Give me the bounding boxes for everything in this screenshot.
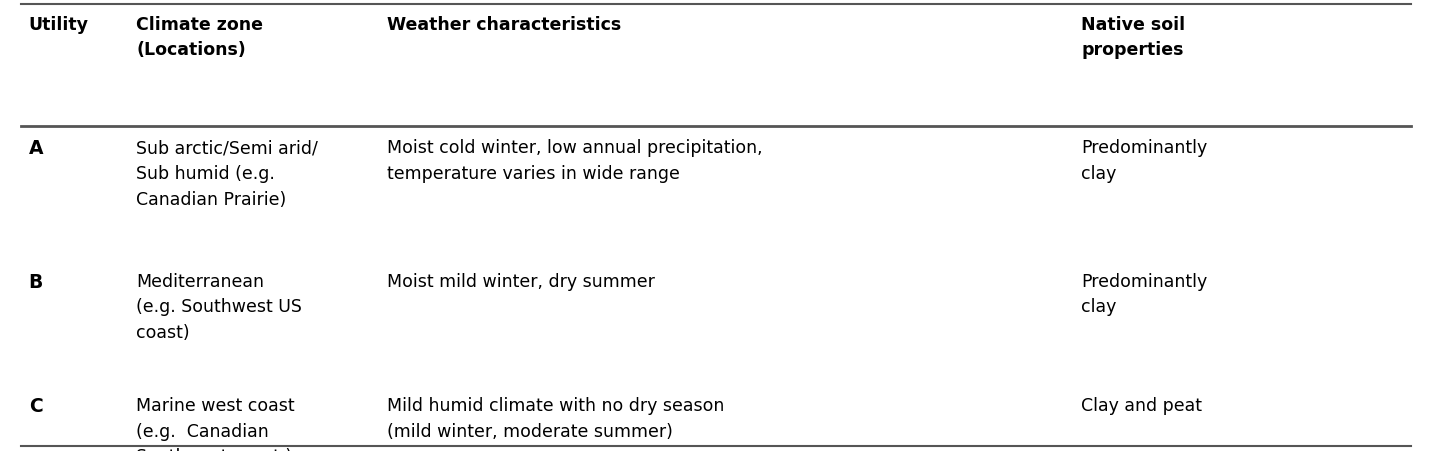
Text: Utility: Utility (29, 16, 89, 34)
Text: Mediterranean
(e.g. Southwest US
coast): Mediterranean (e.g. Southwest US coast) (136, 272, 302, 341)
Text: Mild humid climate with no dry season
(mild winter, moderate summer): Mild humid climate with no dry season (m… (387, 396, 725, 440)
Text: Moist mild winter, dry summer: Moist mild winter, dry summer (387, 272, 654, 290)
Text: A: A (29, 139, 43, 158)
Text: Native soil
properties: Native soil properties (1081, 16, 1186, 59)
Text: Sub arctic/Semi arid/
Sub humid (e.g.
Canadian Prairie): Sub arctic/Semi arid/ Sub humid (e.g. Ca… (136, 139, 318, 208)
Text: Climate zone
(Locations): Climate zone (Locations) (136, 16, 263, 59)
Text: Predominantly
clay: Predominantly clay (1081, 139, 1207, 183)
Text: Marine west coast
(e.g.  Canadian
Southwest coast ): Marine west coast (e.g. Canadian Southwe… (136, 396, 295, 451)
Text: Clay and peat: Clay and peat (1081, 396, 1201, 414)
Text: B: B (29, 272, 43, 291)
Text: C: C (29, 396, 43, 415)
Text: Weather characteristics: Weather characteristics (387, 16, 621, 34)
Text: Moist cold winter, low annual precipitation,
temperature varies in wide range: Moist cold winter, low annual precipitat… (387, 139, 762, 183)
Text: Predominantly
clay: Predominantly clay (1081, 272, 1207, 316)
